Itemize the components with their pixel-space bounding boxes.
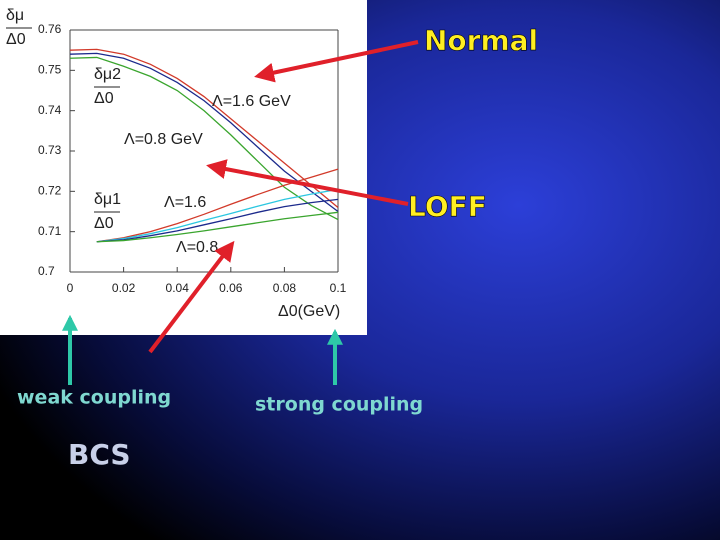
x-tick-label: 0.02 bbox=[112, 281, 136, 295]
y-tick-label: 0.71 bbox=[38, 224, 62, 238]
series-line bbox=[69, 56, 339, 221]
x-tick-label: 0.08 bbox=[273, 281, 297, 295]
series-line bbox=[96, 188, 339, 243]
arrow bbox=[254, 40, 419, 83]
strong-coupling: strong coupling bbox=[255, 394, 423, 416]
y-tick-label: 0.74 bbox=[38, 103, 62, 117]
annotation: Λ=1.6 bbox=[164, 194, 206, 211]
y-tick-label: 0.7 bbox=[38, 264, 55, 278]
series-line bbox=[69, 48, 339, 208]
weak-coupling: weak coupling bbox=[17, 387, 171, 409]
slide-arrows bbox=[62, 40, 419, 385]
y-tick-label: 0.75 bbox=[38, 63, 62, 77]
chart-panel bbox=[0, 0, 367, 335]
x-tick-label: 0 bbox=[67, 281, 74, 295]
plot: 0.7 0.71 0.72 0.73 0.74 0.75 0.76 0 0.02 0.04 0.06… bbox=[6, 7, 347, 320]
mu1-label-num: δμ1 bbox=[94, 191, 121, 208]
x-tick-label: 0.1 bbox=[330, 281, 347, 295]
series-line bbox=[96, 198, 339, 243]
x-axis-label: Δ0(GeV) bbox=[278, 303, 340, 320]
x-tick-label: 0.04 bbox=[166, 281, 190, 295]
y-tick-label: 0.72 bbox=[38, 184, 62, 198]
annotation: Λ=0.8 bbox=[176, 239, 218, 256]
annotation: Λ=1.6 GeV bbox=[212, 93, 291, 110]
annotation: Λ=0.8 GeV bbox=[124, 131, 203, 148]
y-tick-label: 0.76 bbox=[38, 22, 62, 36]
y-axis-label-num: δμ bbox=[6, 7, 24, 24]
mu2-label-den: Δ0 bbox=[94, 90, 114, 107]
arrow bbox=[206, 159, 409, 206]
mu1-label-den: Δ0 bbox=[94, 215, 114, 232]
normal-label: Normal bbox=[424, 24, 538, 57]
arrow bbox=[148, 240, 235, 354]
mu2-label-num: δμ2 bbox=[94, 66, 121, 83]
series-line bbox=[96, 211, 339, 243]
y-axis-label-den: Δ0 bbox=[6, 31, 26, 48]
loff-label: LOFF bbox=[408, 190, 487, 223]
series-line bbox=[69, 52, 339, 213]
x-tick-label: 0.06 bbox=[219, 281, 243, 295]
bcs-label: BCS bbox=[68, 438, 131, 471]
y-tick-label: 0.73 bbox=[38, 143, 62, 157]
